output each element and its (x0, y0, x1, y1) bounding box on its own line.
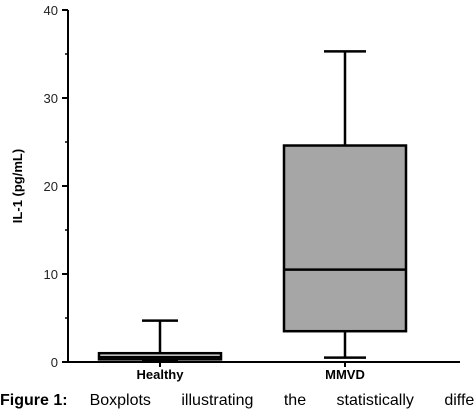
x-axis: Healthy MMVD (68, 361, 460, 382)
box-series (97, 50, 408, 362)
y-tick-label: 0 (51, 355, 58, 370)
iqr-box (282, 144, 408, 333)
figure-caption: Figure 1: Boxplots illustrating the stat… (0, 392, 474, 412)
y-tick-label: 20 (44, 179, 58, 194)
x-tick-label-healthy: Healthy (137, 367, 185, 382)
box-healthy (97, 319, 223, 362)
y-tick-label: 10 (44, 267, 58, 282)
y-tick-label: 40 (44, 3, 58, 18)
x-tick-label-mmvd: MMVD (325, 367, 365, 382)
caption-text: Boxplots illustrating the statistically … (89, 392, 474, 409)
y-tick-label: 30 (44, 91, 58, 106)
y-axis-title: IL-1 (pg/mL) (10, 149, 25, 223)
caption-label: Figure 1: (0, 392, 68, 409)
y-axis: 0 10 20 30 40 (44, 3, 69, 370)
box-mmvd (282, 50, 408, 359)
